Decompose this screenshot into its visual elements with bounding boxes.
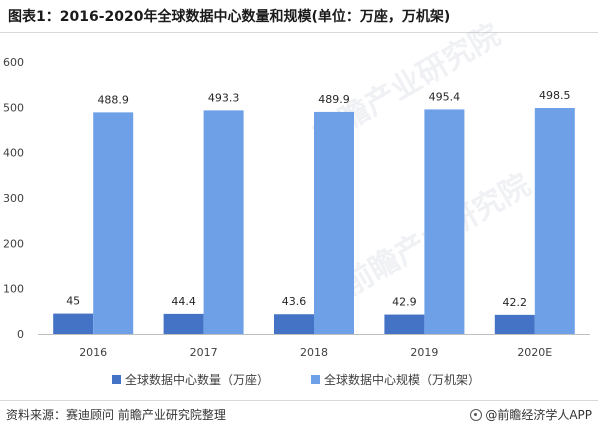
x-tick-label: 2018 (300, 346, 328, 359)
bar-count (274, 314, 314, 334)
bar-chart: 0 100 200 300 400 500 600 45 488.9 2016 44.4 493.3 2… (3, 56, 590, 359)
footer: 资料来源：赛迪顾问 前瞻产业研究院整理 @前瞻经济学人APP (0, 404, 598, 424)
y-tick-label: 200 (3, 237, 24, 250)
bar-count (163, 313, 204, 334)
data-label: 498.5 (539, 89, 571, 102)
bar-scale (93, 112, 134, 335)
brand-logo-icon (470, 408, 483, 421)
brand: @前瞻经济学人APP (470, 406, 592, 423)
y-tick-label: 300 (3, 192, 24, 205)
title-divider (0, 32, 598, 33)
legend-swatch-count (112, 375, 121, 384)
data-label: 43.6 (282, 295, 307, 308)
bar-scale (534, 108, 575, 334)
data-label: 44.4 (171, 295, 196, 308)
bar-count (384, 314, 425, 334)
legend-item-scale: 全球数据中心规模（万机架） (311, 371, 480, 388)
data-label: 493.3 (208, 91, 240, 104)
footer-divider (0, 400, 598, 401)
legend-item-count: 全球数据中心数量（万座） (112, 371, 269, 388)
x-tick-label: 2019 (410, 346, 438, 359)
data-label: 42.9 (392, 296, 417, 309)
y-tick-label: 0 (17, 328, 24, 341)
x-tick-label: 2017 (190, 346, 218, 359)
source-text: 资料来源：赛迪顾问 前瞻产业研究院整理 (6, 408, 226, 422)
legend: 全球数据中心数量（万座） 全球数据中心规模（万机架） (0, 371, 598, 387)
y-tick-label: 500 (3, 101, 24, 114)
x-tick-label: 2020E (517, 346, 552, 359)
data-label: 45 (66, 295, 80, 308)
bar-scale (424, 109, 465, 334)
bar-scale (203, 110, 244, 334)
data-label: 488.9 (97, 93, 129, 106)
bar-scale (314, 111, 354, 334)
data-label: 495.4 (429, 90, 461, 103)
chart-title: 图表1：2016-2020年全球数据中心数量和规模(单位：万座，万机架) (8, 9, 451, 25)
data-label: 42.2 (503, 296, 528, 309)
brand-text: @前瞻经济学人APP (485, 408, 592, 422)
y-tick-label: 100 (3, 283, 24, 296)
bar-count (494, 314, 535, 334)
legend-label-scale: 全球数据中心规模（万机架） (324, 373, 481, 387)
y-tick-label: 400 (3, 147, 24, 160)
data-label: 489.9 (318, 93, 350, 106)
bar-count (53, 313, 94, 334)
legend-swatch-scale (311, 375, 320, 384)
x-tick-label: 2016 (79, 346, 107, 359)
y-tick-label: 600 (3, 56, 24, 69)
legend-label-count: 全球数据中心数量（万座） (125, 373, 270, 387)
